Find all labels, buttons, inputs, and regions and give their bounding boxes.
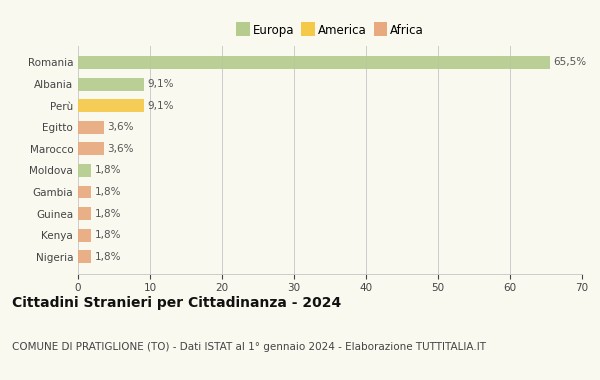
Bar: [78, 207, 91, 220]
Text: 1,8%: 1,8%: [95, 252, 121, 262]
Text: 3,6%: 3,6%: [107, 122, 134, 132]
Text: 1,8%: 1,8%: [95, 230, 121, 240]
Bar: [78, 164, 91, 177]
Bar: [78, 250, 91, 263]
Bar: [78, 99, 143, 112]
Text: 1,8%: 1,8%: [95, 187, 121, 197]
Text: 9,1%: 9,1%: [147, 79, 173, 89]
Bar: [78, 121, 104, 134]
Bar: [78, 56, 550, 69]
Legend: Europa, America, Africa: Europa, America, Africa: [232, 20, 428, 42]
Text: 1,8%: 1,8%: [95, 165, 121, 176]
Text: COMUNE DI PRATIGLIONE (TO) - Dati ISTAT al 1° gennaio 2024 - Elaborazione TUTTIT: COMUNE DI PRATIGLIONE (TO) - Dati ISTAT …: [12, 342, 486, 352]
Bar: [78, 78, 143, 90]
Bar: [78, 142, 104, 155]
Text: 65,5%: 65,5%: [553, 57, 586, 67]
Text: 1,8%: 1,8%: [95, 209, 121, 218]
Bar: [78, 185, 91, 198]
Text: 3,6%: 3,6%: [107, 144, 134, 154]
Text: Cittadini Stranieri per Cittadinanza - 2024: Cittadini Stranieri per Cittadinanza - 2…: [12, 296, 341, 310]
Bar: [78, 229, 91, 242]
Text: 9,1%: 9,1%: [147, 101, 173, 111]
